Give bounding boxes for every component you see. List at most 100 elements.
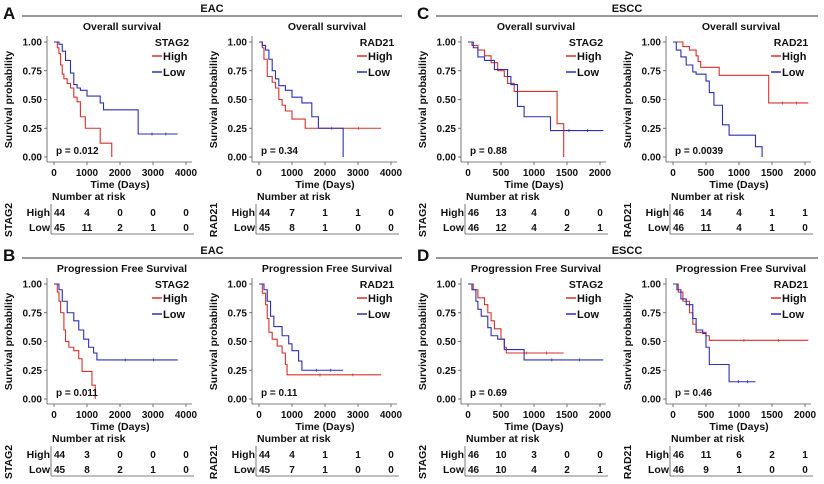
- legend-label-low: Low: [782, 309, 804, 321]
- x-axis-label: Time (Days): [504, 421, 563, 433]
- risk-table-gene: STAG2: [417, 203, 429, 237]
- risk-value: 0: [802, 465, 808, 476]
- risk-table-title: Number at risk: [466, 191, 540, 203]
- x-tick-label: 2000: [109, 410, 132, 421]
- risk-row-label-low: Low: [648, 464, 670, 476]
- cohort-label: EAC: [200, 3, 223, 15]
- risk-table-gene: STAG2: [3, 203, 15, 237]
- risk-value: 44: [259, 208, 271, 219]
- x-tick-label: 1000: [523, 168, 546, 179]
- y-tick-label: 0.75: [228, 308, 248, 319]
- risk-value: 46: [673, 208, 685, 219]
- plot-title: Overall survival: [497, 21, 575, 33]
- y-tick-label: 1.00: [642, 38, 662, 49]
- risk-value: 1: [322, 223, 328, 234]
- legend-label-high: High: [577, 51, 602, 63]
- risk-value: 0: [355, 223, 361, 234]
- panel-letter: D: [417, 246, 429, 265]
- legend-label-low: Low: [163, 67, 185, 79]
- p-value: p = 0.0039: [675, 146, 724, 157]
- y-tick-label: 0.00: [228, 153, 248, 164]
- survival-curve-low: [54, 41, 178, 135]
- x-tick-label: 1000: [728, 168, 751, 179]
- risk-value: 4: [531, 223, 537, 234]
- y-tick-label: 1.00: [437, 38, 457, 49]
- risk-value: 13: [495, 208, 507, 219]
- legend-label-low: Low: [368, 309, 390, 321]
- x-tick-label: 1000: [281, 168, 304, 179]
- y-tick-label: 0.75: [642, 308, 662, 319]
- survival-curve-high: [54, 283, 96, 399]
- y-tick-label: 0.00: [228, 395, 248, 406]
- risk-value: 45: [259, 465, 271, 476]
- risk-value: 0: [183, 208, 189, 219]
- risk-value: 0: [117, 208, 123, 219]
- y-axis-label: Survival probability: [622, 293, 634, 391]
- y-tick-label: 1.00: [437, 280, 457, 291]
- survival-curve-high: [468, 41, 565, 157]
- risk-value: 0: [564, 450, 570, 461]
- risk-value: 0: [388, 208, 394, 219]
- risk-value: 46: [468, 208, 480, 219]
- x-tick-label: 1500: [556, 168, 579, 179]
- y-tick-label: 0.25: [642, 366, 662, 377]
- cohort-label: ESCC: [612, 245, 643, 257]
- plot-title: Overall survival: [702, 21, 780, 33]
- risk-value: 0: [769, 465, 775, 476]
- p-value: p = 0.012: [56, 146, 99, 157]
- x-tick-label: 1000: [76, 168, 99, 179]
- risk-value: 44: [54, 208, 66, 219]
- risk-table-title: Number at risk: [466, 433, 540, 445]
- risk-value: 0: [150, 208, 156, 219]
- y-tick-label: 1.00: [642, 280, 662, 291]
- y-tick-label: 0.25: [228, 124, 248, 135]
- plot-title: Progression Free Survival: [57, 263, 187, 275]
- risk-value: 46: [673, 450, 685, 461]
- p-value: p = 0.34: [261, 146, 298, 157]
- x-tick-label: 1500: [556, 410, 579, 421]
- x-tick-label: 0: [670, 410, 676, 421]
- y-tick-label: 0.00: [437, 153, 457, 164]
- panel-group-D: D ESCC: [417, 245, 818, 265]
- x-tick-label: 2000: [589, 410, 612, 421]
- risk-row-label-low: Low: [29, 222, 51, 234]
- risk-value: 44: [54, 450, 66, 461]
- x-tick-label: 1500: [761, 410, 784, 421]
- panel-letter: A: [3, 4, 15, 23]
- risk-value: 46: [468, 450, 480, 461]
- panel-group-A: A EAC: [3, 3, 402, 23]
- legend-label-low: Low: [163, 309, 185, 321]
- risk-table-gene: RAD21: [208, 445, 220, 480]
- risk-value: 0: [183, 223, 189, 234]
- legend-title: RAD21: [360, 279, 395, 291]
- y-tick-label: 0.50: [228, 95, 248, 106]
- risk-value: 9: [703, 465, 709, 476]
- risk-value: 10: [495, 465, 507, 476]
- x-tick-label: 2000: [794, 410, 817, 421]
- y-tick-label: 1.00: [228, 38, 248, 49]
- x-tick-label: 4000: [380, 168, 403, 179]
- risk-row-label-low: Low: [443, 222, 465, 234]
- risk-value: 1: [769, 208, 775, 219]
- legend-title: STAG2: [569, 37, 603, 49]
- risk-value: 0: [388, 465, 394, 476]
- risk-row-label-high: High: [646, 449, 669, 461]
- risk-value: 0: [802, 223, 808, 234]
- risk-table-title: Number at risk: [671, 433, 745, 445]
- y-tick-label: 0.25: [23, 124, 43, 135]
- risk-value: 4: [84, 208, 90, 219]
- risk-value: 2: [769, 450, 775, 461]
- x-tick-label: 1500: [761, 168, 784, 179]
- x-tick-label: 0: [51, 168, 57, 179]
- risk-value: 1: [736, 465, 742, 476]
- legend-label-low: Low: [577, 67, 599, 79]
- risk-value: 2: [564, 223, 570, 234]
- legend-label-low: Low: [782, 67, 804, 79]
- p-value: p = 0.11: [261, 388, 298, 399]
- risk-table-gene: STAG2: [3, 445, 15, 479]
- risk-table-gene: RAD21: [208, 203, 220, 238]
- y-tick-label: 0.25: [437, 124, 457, 135]
- risk-table-title: Number at risk: [257, 191, 331, 203]
- km-panel-d-right: Progression Free Survival 0.00 0.25 0.50 0.7…: [622, 263, 817, 479]
